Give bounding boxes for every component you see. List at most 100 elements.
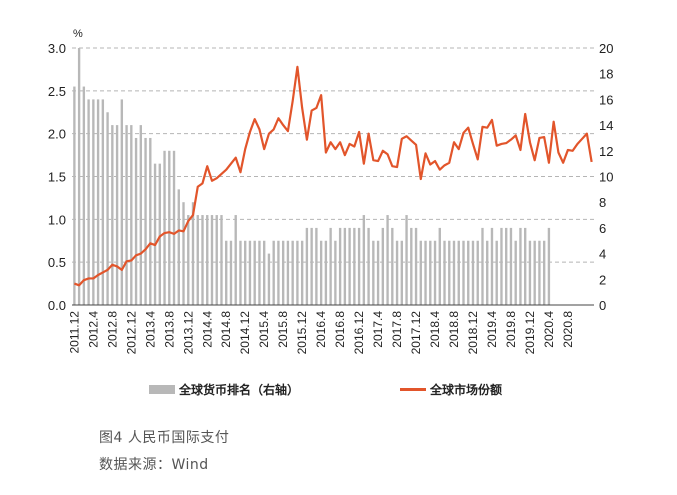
bar (168, 150, 171, 305)
bar (87, 99, 90, 306)
bar (225, 240, 228, 305)
bar (410, 227, 413, 305)
bar (172, 150, 176, 305)
bar (210, 215, 214, 305)
x-tick-label: 2018.4 (428, 311, 442, 348)
bar (519, 227, 522, 305)
left-tick-label: 0.5 (48, 255, 66, 270)
right-tick-label: 4 (599, 247, 606, 262)
x-tick-label: 2013.4 (143, 311, 157, 348)
bar (139, 125, 142, 305)
x-tick-label: 2014.12 (238, 311, 252, 355)
x-tick-label: 2016.8 (333, 311, 347, 348)
bar (177, 189, 180, 305)
right-tick-label: 12 (599, 144, 613, 159)
bar (448, 240, 451, 305)
right-tick-label: 2 (599, 272, 606, 287)
bar (244, 240, 247, 305)
x-tick-label: 2016.12 (352, 311, 366, 355)
bar (248, 240, 252, 305)
bar (495, 240, 498, 305)
bar (115, 125, 119, 305)
bar (305, 227, 309, 305)
bar (467, 240, 470, 305)
bar (348, 227, 351, 305)
left-tick-label: 1.5 (48, 170, 66, 185)
x-tick-label: 2019.4 (485, 311, 499, 348)
bar (253, 240, 256, 305)
bar (239, 240, 242, 305)
right-tick-label: 6 (599, 221, 606, 236)
right-tick-label: 18 (599, 67, 613, 82)
bar (196, 215, 199, 305)
left-tick-label: 3.0 (48, 41, 66, 56)
bar (158, 163, 161, 305)
bar (357, 227, 361, 305)
bar (286, 240, 290, 305)
bar (191, 202, 195, 305)
right-tick-label: 10 (599, 170, 613, 185)
bar (215, 215, 218, 305)
legend-line-swatch (400, 387, 426, 391)
bar (272, 240, 275, 305)
bar (405, 215, 408, 305)
bar (77, 48, 81, 305)
x-tick-label: 2011.12 (67, 311, 81, 354)
right-tick-label: 8 (599, 195, 606, 210)
bar (476, 240, 479, 305)
bar (334, 240, 337, 305)
bar (263, 240, 266, 305)
bar (338, 227, 342, 305)
bar (206, 215, 209, 305)
bar (163, 150, 166, 305)
x-tick-label: 2017.4 (371, 311, 385, 348)
x-tick-label: 2014.4 (200, 311, 214, 348)
bar (438, 227, 441, 305)
bar (201, 215, 204, 305)
bar (220, 215, 223, 305)
left-axis-unit: % (73, 28, 83, 40)
bar (277, 240, 280, 305)
bar (324, 240, 328, 305)
x-tick-label: 2014.8 (219, 311, 233, 348)
bar (187, 215, 190, 305)
x-tick-label: 2018.12 (466, 311, 480, 355)
legend-bar-label: 全球货币排名（右轴） (179, 382, 300, 397)
bar (433, 240, 437, 305)
figure-title: 图4 人民币国际支付 (99, 430, 230, 446)
x-tick-label: 2017.8 (390, 311, 404, 348)
bar (505, 227, 508, 305)
bar (486, 240, 489, 305)
bar (111, 125, 114, 305)
legend-bar-swatch (149, 384, 175, 394)
x-tick-label: 2018.8 (447, 311, 461, 348)
bar (258, 240, 261, 305)
bar (134, 137, 138, 305)
bar (96, 99, 100, 306)
bar (229, 240, 233, 305)
x-tick-label: 2019.12 (523, 311, 537, 355)
legend-line-label: 全球市场份额 (430, 382, 503, 397)
bar (500, 227, 503, 305)
bar (395, 240, 399, 305)
bar (82, 86, 86, 305)
right-tick-label: 0 (599, 298, 606, 313)
bar (362, 215, 366, 305)
x-tick-label: 2020.8 (561, 311, 575, 348)
bar (144, 137, 147, 305)
bar (514, 240, 517, 305)
legend-bar: 全球货币排名（右轴） (149, 381, 299, 397)
line-series (73, 65, 593, 287)
bar (452, 240, 456, 305)
right-tick-label: 20 (599, 41, 613, 56)
share-line (73, 65, 593, 287)
x-tick-label: 2012.8 (105, 311, 119, 348)
bar (471, 240, 475, 305)
data-source: 数据来源：Wind (99, 457, 209, 473)
x-tick-label: 2015.8 (276, 311, 290, 348)
bar (391, 227, 394, 305)
bar (528, 240, 532, 305)
bar (462, 240, 465, 305)
bar (414, 227, 418, 305)
bar (106, 112, 109, 305)
